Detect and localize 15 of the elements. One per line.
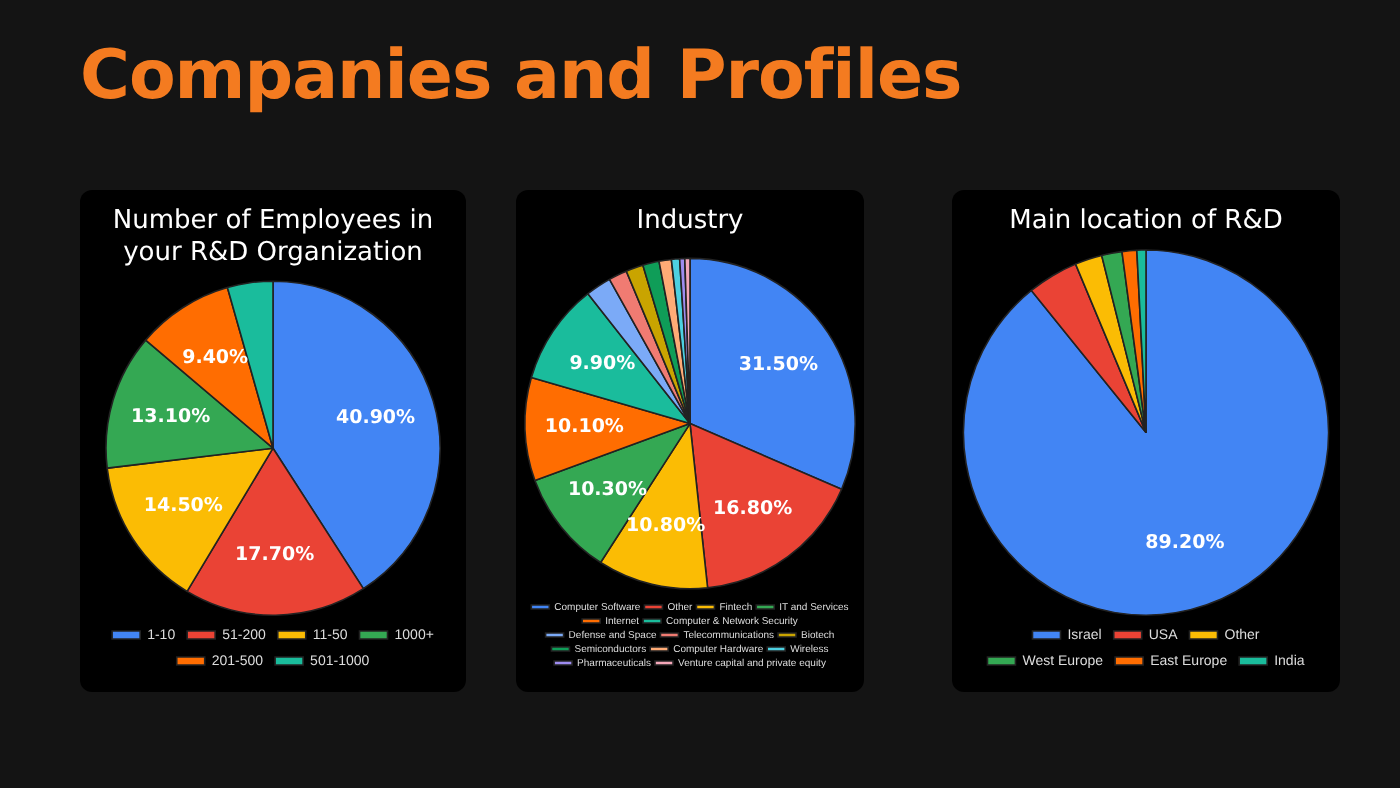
- chart-title: Industry: [636, 206, 745, 237]
- chart-title: Number of Employees in your R&D Organization: [112, 206, 434, 268]
- data-label: 9.40%: [182, 347, 250, 370]
- data-label: 31.50%: [738, 354, 819, 377]
- data-label: 9.90%: [569, 353, 637, 376]
- data-label: 89.20%: [1145, 531, 1226, 554]
- data-label: 13.10%: [131, 406, 212, 429]
- chart-title: Main location of R&D: [1009, 206, 1283, 237]
- data-label: 40.90%: [335, 407, 417, 429]
- data-label: 10.10%: [544, 416, 625, 439]
- data-label: 14.50%: [143, 495, 224, 518]
- data-label: 16.80%: [713, 497, 794, 520]
- text: Companies and Profiles: [80, 36, 962, 116]
- data-label: 17.70%: [235, 544, 316, 566]
- data-label: 10.30%: [567, 478, 649, 501]
